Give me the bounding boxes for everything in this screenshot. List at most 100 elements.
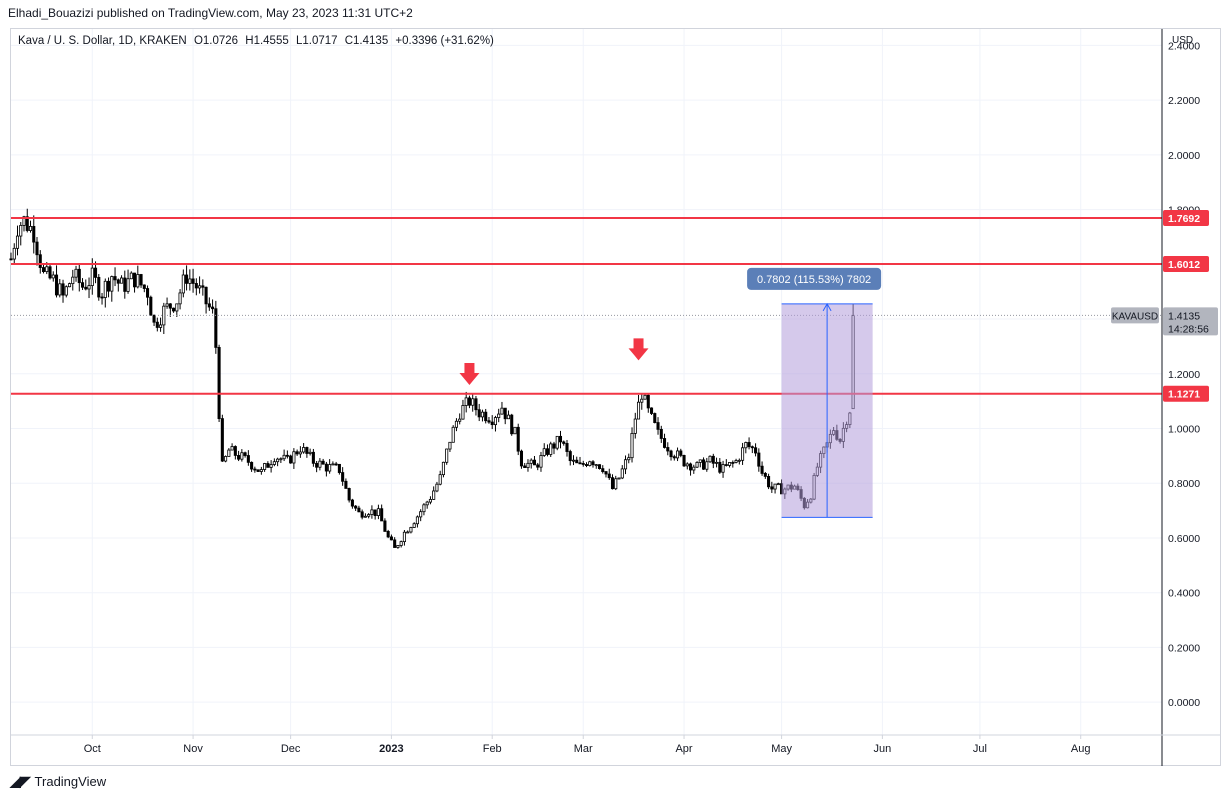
candle <box>662 438 667 448</box>
candle <box>175 303 179 312</box>
candle <box>133 272 137 288</box>
candle <box>214 308 218 348</box>
candle <box>591 461 595 466</box>
candle <box>409 527 413 533</box>
candle <box>741 447 745 461</box>
candle <box>159 324 163 328</box>
candle <box>646 394 650 409</box>
symbol-tag-label: KAVAUSD <box>1112 311 1158 322</box>
candle <box>653 413 657 423</box>
candle <box>406 531 410 534</box>
candle <box>204 286 208 305</box>
candle <box>110 276 114 292</box>
candle <box>376 508 380 516</box>
candle <box>643 394 647 400</box>
candle <box>194 283 198 289</box>
candle <box>636 401 641 420</box>
candle <box>181 274 185 294</box>
candle <box>565 443 569 452</box>
candle <box>422 504 426 513</box>
candle <box>295 451 299 455</box>
candle <box>12 247 16 260</box>
candle <box>367 514 371 517</box>
candle <box>464 397 468 406</box>
candle <box>750 446 754 449</box>
candle <box>676 450 680 459</box>
candle <box>412 523 416 528</box>
candle <box>474 398 478 411</box>
candle <box>165 303 169 307</box>
candle <box>441 461 445 476</box>
candle <box>529 459 533 464</box>
candle <box>649 407 654 414</box>
arrow-markers <box>459 338 649 385</box>
candle <box>120 277 124 284</box>
candle <box>627 457 631 461</box>
candle <box>116 279 120 284</box>
candle <box>425 501 429 506</box>
candle <box>363 515 367 518</box>
price-axis: USD2.40002.20002.00001.80001.60001.40001… <box>1111 29 1218 766</box>
legend-close: C1.4135 <box>344 35 389 47</box>
candle <box>776 483 780 486</box>
candle <box>370 509 374 515</box>
candle <box>575 459 579 464</box>
candle <box>588 461 592 466</box>
publisher-caption: Elhadi_Bouazizi published on TradingView… <box>8 6 413 20</box>
y-tick-label: 0.8000 <box>1168 478 1200 490</box>
candle <box>172 307 176 312</box>
candle <box>263 463 267 470</box>
x-tick-label: Mar <box>574 743 593 755</box>
down-arrow-icon <box>628 338 649 361</box>
tradingview-watermark[interactable]: ◢◤ TradingView <box>10 773 106 790</box>
candle <box>669 450 673 458</box>
legend-open: O1.0726 <box>193 35 239 47</box>
candle <box>100 296 104 299</box>
candle <box>233 446 237 456</box>
last-price-tag <box>1163 307 1218 336</box>
candle <box>35 241 39 256</box>
candle <box>240 452 244 460</box>
candle <box>711 455 715 464</box>
candle <box>123 277 127 292</box>
legend-symbol: Kava / U. S. Dollar, 1D, KRAKEN <box>18 35 187 47</box>
candle <box>292 451 296 464</box>
level-price-tag <box>1163 210 1209 227</box>
y-tick-label: 2.0000 <box>1168 150 1200 162</box>
candle <box>305 447 309 454</box>
price-range-label-box <box>747 267 882 290</box>
candle <box>243 452 247 456</box>
candle <box>523 465 527 469</box>
candle <box>58 283 62 296</box>
candle <box>246 455 250 463</box>
level-price-label: 1.7692 <box>1168 213 1200 225</box>
candle <box>458 418 462 422</box>
candle <box>435 483 439 492</box>
candle <box>113 276 117 281</box>
candle <box>454 420 458 428</box>
watermark-text: TradingView <box>34 774 107 789</box>
candle <box>324 463 328 472</box>
candle <box>679 450 683 456</box>
candle <box>93 267 98 278</box>
candle <box>708 455 712 463</box>
candle <box>311 451 315 464</box>
x-tick-label: May <box>771 743 792 755</box>
x-tick-label: 2023 <box>379 743 403 755</box>
candle <box>90 267 94 286</box>
candle <box>773 483 777 490</box>
candle <box>640 398 644 403</box>
candle <box>54 274 59 296</box>
x-tick-label: Apr <box>675 743 692 755</box>
candle <box>142 284 146 289</box>
candle <box>347 488 351 501</box>
candle <box>506 414 511 420</box>
candle <box>64 286 68 296</box>
x-tick-label: Oct <box>84 743 101 755</box>
candle <box>185 274 189 284</box>
candle <box>594 464 598 467</box>
candle <box>178 292 182 305</box>
candle <box>315 462 319 468</box>
down-arrow-icon <box>459 362 480 385</box>
